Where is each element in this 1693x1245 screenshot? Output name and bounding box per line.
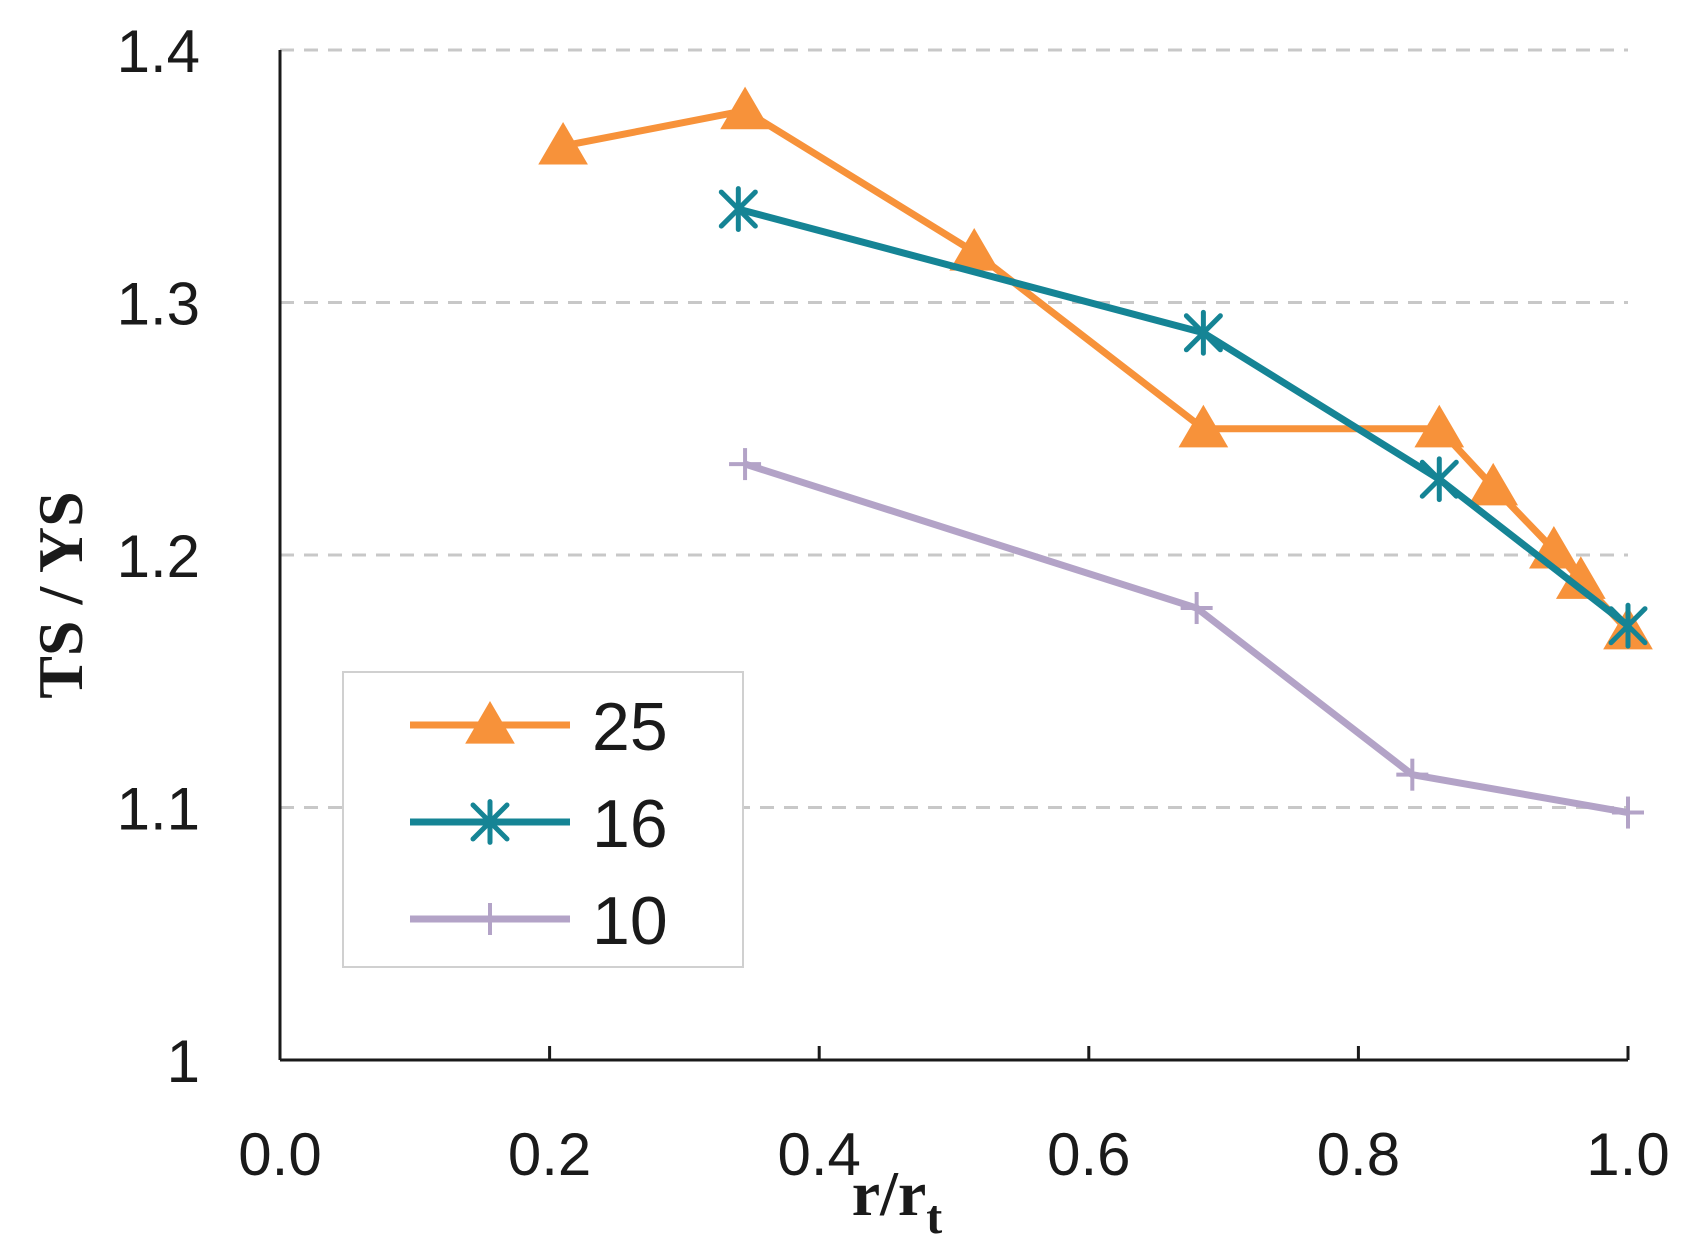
y-tick-label: 1 xyxy=(167,1028,200,1095)
legend-entry-25: 25 xyxy=(410,689,668,765)
x-axis-title-subscript: t xyxy=(926,1191,942,1244)
legend-marker xyxy=(470,799,510,845)
x-tick-label: 0.4 xyxy=(777,1121,860,1188)
data-point-25 xyxy=(949,228,1000,271)
data-point-10 xyxy=(1612,796,1644,829)
data-point-25 xyxy=(538,121,588,165)
data-point-16 xyxy=(1608,602,1648,649)
legend-label: 16 xyxy=(592,786,668,862)
data-point-16 xyxy=(1183,309,1223,356)
data-point-25 xyxy=(720,86,770,130)
series-line-25 xyxy=(562,107,1631,634)
y-tick-labels: 1 1.1 1.2 1.3 1.4 xyxy=(117,18,200,1095)
x-tick-labels: 0.0 0.2 0.4 0.6 0.8 1.0 xyxy=(238,1046,1670,1188)
data-point-10 xyxy=(1396,758,1429,791)
data-point-16 xyxy=(718,186,758,232)
series xyxy=(538,86,1653,829)
data-point-25 xyxy=(1414,404,1465,448)
data-point-25 xyxy=(1178,404,1229,448)
data-point-25 xyxy=(1468,462,1519,506)
x-tick-label: 0.0 xyxy=(238,1121,321,1188)
legend-entry-16: 16 xyxy=(410,786,668,862)
x-axis-title-main: r/r xyxy=(852,1158,927,1229)
legend-marker xyxy=(465,701,515,744)
series-25 xyxy=(538,86,1653,650)
x-axis-title: r/rt xyxy=(852,1158,943,1244)
legend-entry-10: 10 xyxy=(410,883,668,959)
series-10 xyxy=(729,448,1644,829)
legend-label: 10 xyxy=(592,883,668,959)
y-tick-label: 1.2 xyxy=(117,523,200,590)
legend-marker xyxy=(474,903,506,935)
x-tick-label: 0.8 xyxy=(1317,1121,1400,1188)
y-axis-title: TS / YS xyxy=(25,491,96,699)
series-16 xyxy=(718,186,1648,649)
data-point-16 xyxy=(1419,456,1459,503)
x-tick-label: 1.0 xyxy=(1586,1121,1669,1188)
legend-label: 25 xyxy=(592,689,668,765)
x-tick-label: 0.2 xyxy=(508,1121,591,1188)
y-tick-label: 1.4 xyxy=(117,18,200,85)
y-tick-label: 1.1 xyxy=(117,776,200,843)
x-tick-label: 0.6 xyxy=(1047,1121,1130,1188)
data-point-10 xyxy=(729,448,762,481)
axes xyxy=(278,50,1628,1062)
series-line-10 xyxy=(743,460,1629,816)
legend: 25 16 10 xyxy=(342,671,744,968)
y-tick-label: 1.3 xyxy=(117,271,200,338)
series-line-16 xyxy=(737,205,1631,629)
data-point-10 xyxy=(1180,592,1213,625)
